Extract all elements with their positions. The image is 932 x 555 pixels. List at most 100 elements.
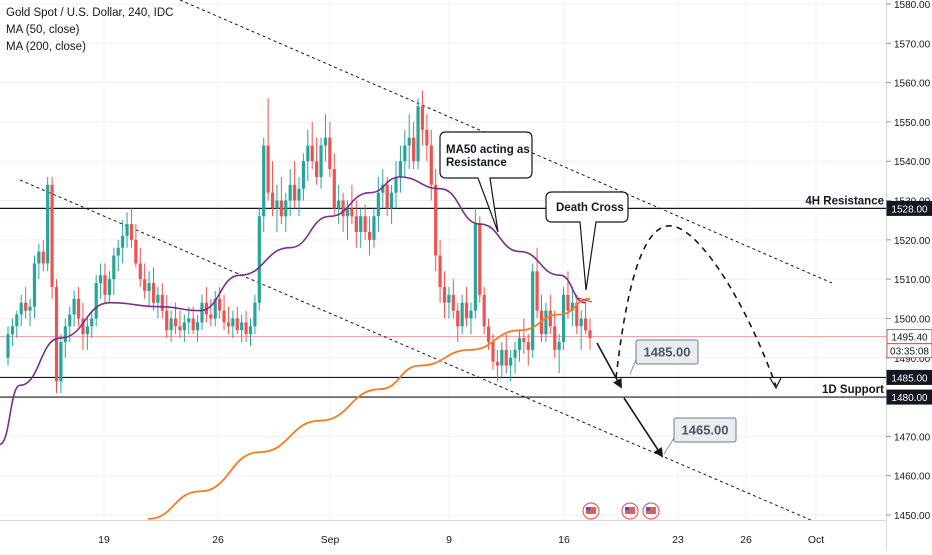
grid	[0, 0, 886, 520]
moving-averages	[0, 176, 591, 520]
candle-body	[63, 326, 67, 343]
candle-body	[288, 184, 292, 201]
candle-body	[539, 310, 544, 335]
candle-body	[85, 326, 89, 335]
y-tick-label: 1450.00	[894, 511, 931, 522]
candle-body	[416, 106, 420, 162]
candle-body	[456, 310, 460, 327]
price-label-support: 1480.00	[886, 389, 932, 405]
y-tick-label: 1490.00	[894, 354, 931, 365]
candle-body	[412, 137, 416, 162]
candle-body	[143, 279, 147, 291]
candle-body	[513, 349, 517, 358]
candles	[6, 90, 592, 394]
candle-body	[460, 302, 464, 327]
candle-body	[482, 294, 486, 327]
candle-body	[310, 145, 314, 162]
candle-body	[429, 145, 433, 185]
candle-body	[394, 176, 398, 193]
candle-body	[553, 326, 557, 350]
price-axis[interactable]: 1450.00 1460.00 1470.00 1480.00 1490.00 1500.…	[886, 0, 932, 550]
candle-body	[292, 184, 297, 201]
candle-body	[570, 302, 574, 311]
candle-body	[403, 145, 407, 162]
candle-body	[486, 326, 491, 343]
level-name-label: 4H Resistance	[805, 195, 884, 207]
candle-body	[32, 263, 37, 307]
candle-body	[319, 145, 323, 177]
event-flags[interactable]	[582, 502, 660, 520]
candle-body	[160, 294, 164, 311]
candle-body	[178, 326, 182, 331]
x-tick-label: 23	[672, 534, 684, 546]
x-tick-label: Oct	[808, 534, 824, 546]
y-tick-label: 1550.00	[894, 118, 931, 129]
candle-body	[182, 322, 186, 331]
candle-body	[222, 310, 226, 323]
candle-body	[72, 298, 76, 315]
candle-body	[535, 271, 539, 311]
target-text: 1485.00	[644, 345, 691, 360]
projection-arrow-1	[596, 342, 622, 389]
candle-body	[156, 294, 160, 303]
candle-body	[218, 298, 222, 311]
price-label-text: 03:35:08	[890, 347, 929, 358]
ma50-callout-box	[439, 131, 533, 233]
candle-body	[350, 208, 354, 217]
candle-body	[187, 318, 191, 323]
y-tick-label: 1540.00	[894, 157, 931, 168]
price-label-text: 1528.00	[891, 204, 928, 215]
candle-body	[173, 318, 178, 327]
candle-body	[500, 349, 504, 366]
candle-body	[275, 200, 279, 209]
candle-body	[557, 342, 561, 350]
candle-body	[447, 294, 451, 303]
candle-body	[266, 145, 270, 193]
candle-body	[588, 330, 592, 339]
candle-body	[231, 318, 235, 327]
price-label-level1485: 1485.00	[886, 369, 932, 385]
candle-body	[59, 342, 63, 382]
ma50-legend: MA (50, close)	[6, 24, 80, 36]
price-label-box	[886, 200, 932, 216]
projection-arc-arrowhead	[769, 377, 782, 390]
candle-body	[6, 334, 10, 358]
y-tick-label: 1510.00	[894, 275, 931, 286]
candle-body	[315, 161, 319, 177]
time-axis[interactable]: 19 26 Sep 9 16 23 26 Oct	[0, 520, 886, 550]
candle-body	[337, 200, 341, 209]
candle-body	[248, 326, 253, 335]
legend: Gold Spot / U.S. Dollar, 240, IDC MA (50…	[6, 5, 173, 56]
candle-body	[284, 200, 288, 217]
candle-body	[332, 169, 336, 209]
candle-body	[575, 302, 579, 327]
event-flag-icon	[646, 507, 650, 511]
candle-body	[37, 251, 41, 264]
candle-body	[169, 318, 173, 331]
x-tick-label: 26	[212, 534, 224, 546]
price-label-last: 1495.40	[886, 329, 932, 345]
target-labels: 1485.00 1465.00	[629, 339, 737, 455]
candle-body	[94, 283, 98, 319]
candle-body	[262, 145, 266, 217]
candle-body	[566, 294, 570, 311]
candle-body	[270, 192, 275, 209]
candle-body	[81, 318, 85, 335]
candle-body	[376, 192, 380, 217]
event-flag-icon	[586, 507, 590, 511]
candle-body	[125, 224, 129, 236]
candle-body	[398, 161, 403, 177]
target-text: 1465.00	[682, 423, 729, 438]
x-tick-label: 26	[740, 534, 752, 546]
candle-body	[279, 200, 283, 217]
candle-body	[306, 145, 310, 162]
candle-body	[328, 137, 332, 170]
channel-lines	[19, 0, 833, 525]
event-flag-icon	[625, 507, 635, 514]
candle-body	[19, 302, 23, 315]
ma50-line	[0, 176, 586, 445]
candle-body	[359, 216, 363, 232]
candle-body	[213, 298, 217, 319]
candle-body	[165, 310, 169, 331]
